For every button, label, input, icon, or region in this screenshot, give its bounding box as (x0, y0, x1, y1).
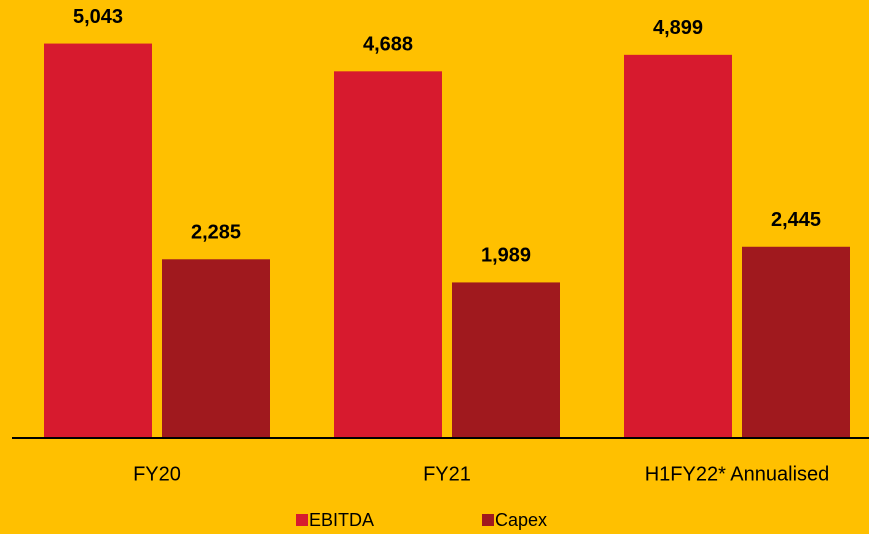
legend-swatch (482, 514, 494, 526)
bar (162, 259, 270, 438)
bar (452, 282, 560, 438)
data-label: 4,688 (363, 34, 413, 56)
x-tick-label: FY20 (133, 463, 181, 485)
x-tick-label: H1FY22* Annualised (645, 463, 830, 485)
bar (44, 43, 152, 438)
legend-label: Capex (495, 510, 547, 530)
data-label: 2,285 (191, 222, 241, 244)
bar (742, 246, 850, 438)
data-label: 4,899 (653, 17, 703, 39)
legend-swatch (296, 514, 308, 526)
bar (334, 71, 442, 439)
data-label: 5,043 (73, 6, 123, 28)
legend-label: EBITDA (309, 510, 374, 530)
data-label: 1,989 (481, 245, 531, 267)
x-tick-label: FY21 (423, 463, 471, 485)
bar (624, 54, 732, 438)
data-label: 2,445 (771, 209, 821, 231)
